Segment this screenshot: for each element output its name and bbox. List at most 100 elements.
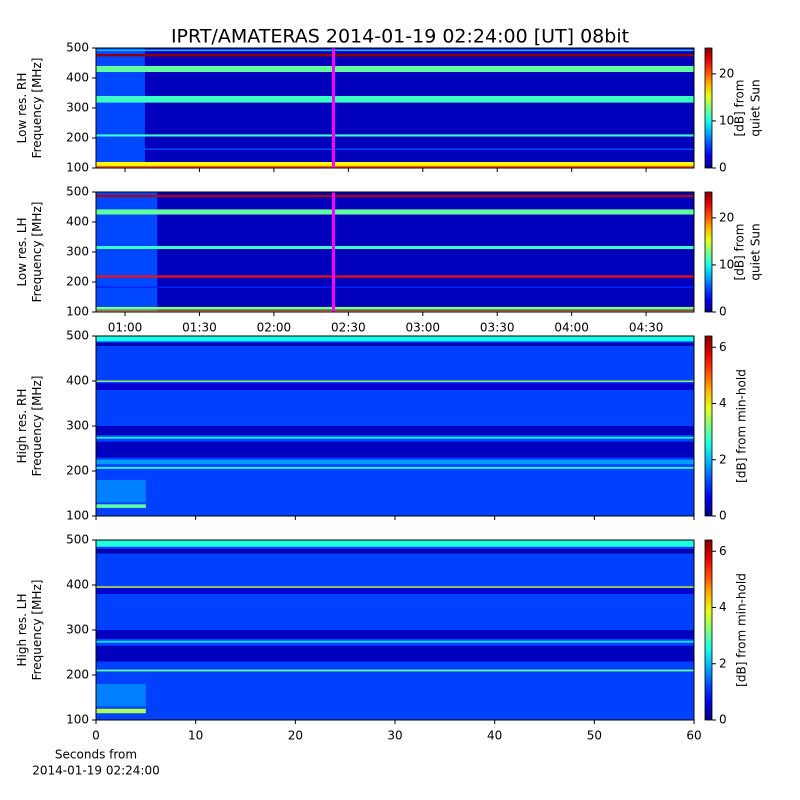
x-axis-label: 2014-01-19 02:24:00 [32, 764, 159, 778]
colorbar-tick-label: 0 [719, 713, 727, 727]
band [96, 342, 694, 346]
x-tick-label: 10 [188, 729, 203, 743]
patch [96, 684, 146, 707]
band [96, 640, 694, 643]
colorbar [704, 47, 713, 169]
y-tick-label: 300 [66, 101, 89, 115]
band [96, 436, 694, 439]
band [96, 645, 694, 662]
colorbar-label: quiet Sun [749, 79, 763, 136]
y-tick-label: 300 [66, 623, 89, 637]
band [96, 380, 694, 382]
y-axis-label: Low res. LH [15, 217, 29, 286]
y-tick-label: 300 [66, 245, 89, 259]
band [96, 540, 694, 547]
band [96, 669, 694, 672]
band [96, 336, 694, 342]
y-tick-label: 200 [66, 275, 89, 289]
y-tick-label: 200 [66, 668, 89, 682]
y-axis-label: High res. RH [15, 389, 29, 464]
band [96, 134, 694, 137]
band [96, 310, 694, 312]
colorbar-tick-label: 0 [719, 509, 727, 523]
band [96, 195, 694, 198]
x-tick-label: 03:00 [405, 321, 440, 335]
y-tick-label: 400 [66, 578, 89, 592]
band [96, 441, 694, 458]
colorbar-tick-label: 0 [719, 161, 727, 175]
patch [96, 480, 146, 503]
x-tick-label: 04:00 [554, 321, 589, 335]
colorbar [704, 191, 713, 313]
x-tick-label: 50 [587, 729, 602, 743]
colorbar-tick-label: 10 [719, 113, 734, 127]
band [96, 383, 694, 390]
x-tick-label: 02:00 [257, 321, 292, 335]
colorbar-tick-label: 4 [719, 396, 727, 410]
colorbar [704, 539, 713, 721]
y-tick-label: 100 [66, 161, 89, 175]
band [96, 49, 694, 51]
patch [96, 708, 146, 714]
x-tick-label: 03:30 [480, 321, 515, 335]
colorbar-tick-label: 20 [719, 66, 734, 80]
band [96, 209, 694, 215]
band [96, 66, 694, 72]
colorbar-tick-label: 4 [719, 600, 727, 614]
band [96, 162, 694, 166]
colorbar-tick-label: 0 [719, 305, 727, 319]
y-tick-label: 200 [66, 131, 89, 145]
band [96, 549, 694, 554]
y-tick-label: 500 [66, 185, 89, 199]
band [96, 54, 694, 57]
x-tick-label: 60 [686, 729, 701, 743]
x-tick-label: 01:30 [182, 321, 217, 335]
band [96, 165, 694, 168]
band [96, 459, 694, 465]
band [96, 148, 694, 150]
colorbar-tick-label: 6 [719, 544, 727, 558]
band [96, 286, 694, 288]
y-tick-label: 300 [66, 419, 89, 433]
y-tick-label: 500 [66, 329, 89, 343]
y-tick-label: 500 [66, 533, 89, 547]
patch [96, 504, 146, 508]
x-axis-label: Seconds from [55, 748, 137, 762]
colorbar-label: [dB] from [733, 224, 747, 281]
band [96, 246, 694, 249]
y-tick-label: 100 [66, 713, 89, 727]
y-tick-label: 400 [66, 374, 89, 388]
x-tick-label: 20 [288, 729, 303, 743]
y-axis-label: High res. LH [15, 593, 29, 666]
colorbar-tick-label: 10 [719, 257, 734, 271]
band [96, 275, 694, 278]
colorbar-tick-label: 20 [719, 210, 734, 224]
band [96, 426, 694, 435]
colorbar-label: [dB] from min-hold [735, 573, 749, 687]
band [96, 630, 694, 639]
y-axis-label: Frequency [MHz] [30, 580, 44, 681]
colorbar-tick-label: 2 [719, 452, 727, 466]
band [96, 588, 694, 594]
y-tick-label: 100 [66, 305, 89, 319]
y-tick-label: 200 [66, 464, 89, 478]
y-tick-label: 400 [66, 71, 89, 85]
colorbar-tick-label: 2 [719, 656, 727, 670]
colorbar-label: [dB] from [733, 80, 747, 137]
y-tick-label: 100 [66, 509, 89, 523]
y-axis-label: Frequency [MHz] [30, 58, 44, 159]
y-tick-label: 400 [66, 215, 89, 229]
colorbar-label: quiet Sun [749, 223, 763, 280]
x-tick-label: 02:30 [331, 321, 366, 335]
x-tick-label: 04:30 [629, 321, 664, 335]
y-axis-label: Frequency [MHz] [30, 376, 44, 477]
band [96, 306, 694, 310]
band [96, 466, 694, 469]
colorbar-tick-label: 6 [719, 340, 727, 354]
x-tick-label: 01:00 [108, 321, 143, 335]
y-axis-label: Frequency [MHz] [30, 202, 44, 303]
band [96, 586, 694, 588]
x-tick-label: 0 [92, 729, 100, 743]
x-tick-label: 40 [487, 729, 502, 743]
